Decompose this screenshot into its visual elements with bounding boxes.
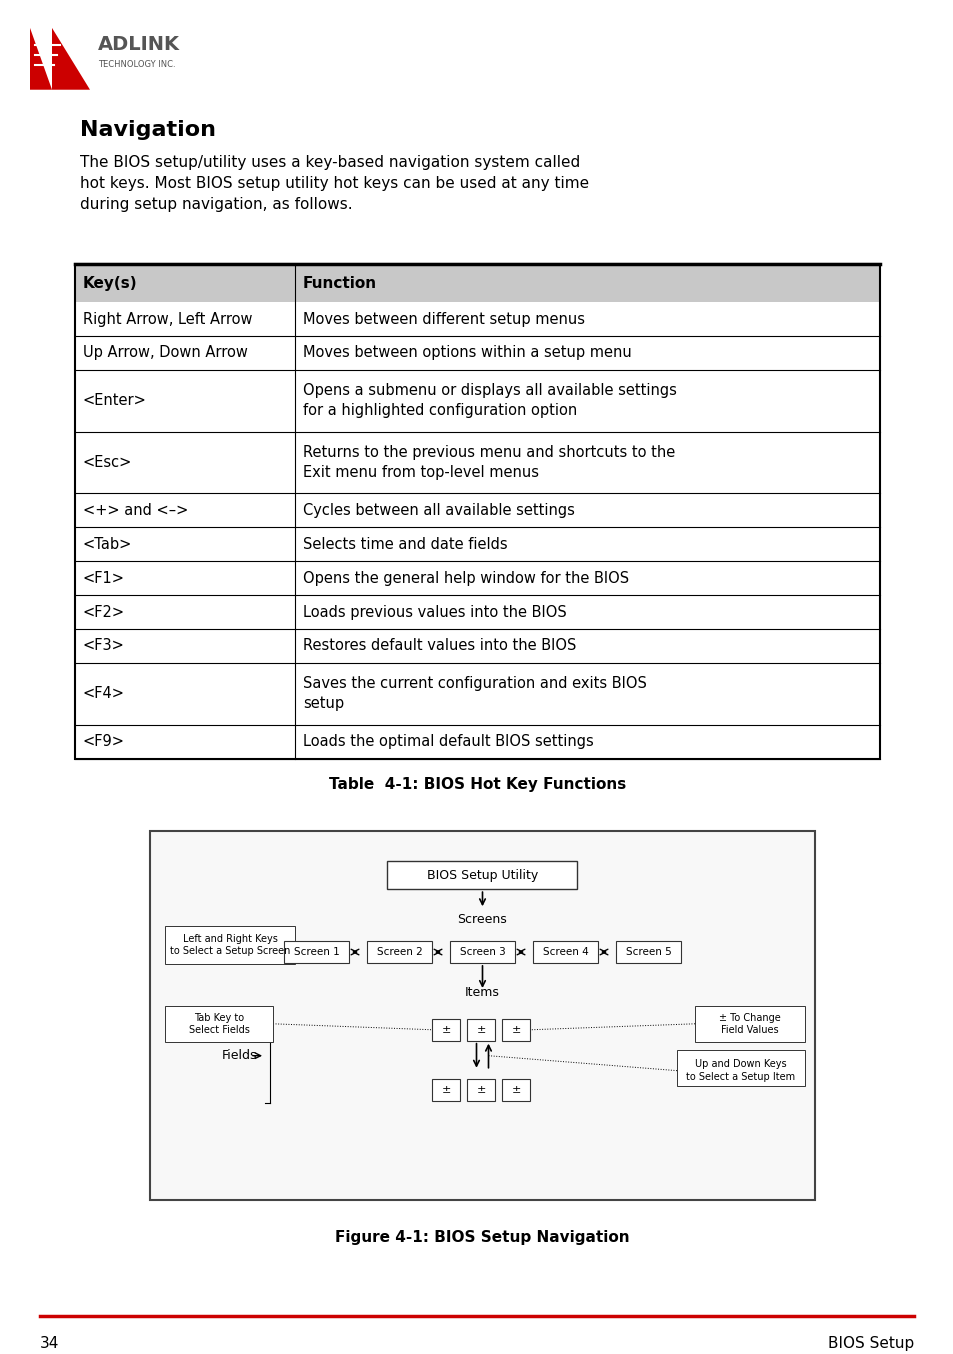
Text: ±: ±	[441, 1085, 451, 1094]
Bar	[677, 1049, 804, 1086]
Bar	[467, 1018, 495, 1041]
Bar	[616, 941, 680, 963]
Text: ±: ±	[441, 1025, 451, 1034]
Text: <F4>: <F4>	[83, 686, 125, 701]
Text: ADLINK: ADLINK	[98, 35, 180, 54]
Bar	[467, 1079, 495, 1101]
Text: Screens: Screens	[457, 913, 507, 926]
Text: Screen 2: Screen 2	[376, 946, 422, 957]
Bar	[533, 941, 598, 963]
Text: Moves between different setup menus: Moves between different setup menus	[303, 311, 584, 326]
Text: Up and Down Keys
to Select a Setup Item: Up and Down Keys to Select a Setup Item	[686, 1059, 795, 1082]
Text: Opens a submenu or displays all available settings
for a highlighted configurati: Opens a submenu or displays all availabl…	[303, 383, 677, 418]
Text: ±: ±	[476, 1085, 486, 1094]
Text: <F1>: <F1>	[83, 570, 125, 586]
Text: Tab Key to
Select Fields: Tab Key to Select Fields	[189, 1013, 249, 1034]
Text: Items: Items	[464, 987, 499, 999]
Polygon shape	[30, 28, 52, 89]
Bar	[75, 264, 879, 758]
Text: ±: ±	[476, 1025, 486, 1034]
Bar	[432, 1079, 460, 1101]
Bar	[450, 941, 515, 963]
Text: Navigation: Navigation	[80, 119, 215, 139]
Bar	[387, 861, 577, 890]
Text: Moves between options within a setup menu: Moves between options within a setup men…	[303, 345, 631, 360]
Text: The BIOS setup/utility uses a key-based navigation system called
hot keys. Most : The BIOS setup/utility uses a key-based …	[80, 154, 589, 211]
Text: Up Arrow, Down Arrow: Up Arrow, Down Arrow	[83, 345, 248, 360]
Text: Opens the general help window for the BIOS: Opens the general help window for the BI…	[303, 570, 628, 586]
Text: Screen 1: Screen 1	[294, 946, 339, 957]
Bar	[502, 1018, 530, 1041]
Text: <F2>: <F2>	[83, 605, 125, 620]
Bar	[75, 264, 879, 302]
Text: Screen 3: Screen 3	[459, 946, 505, 957]
Text: TECHNOLOGY INC.: TECHNOLOGY INC.	[98, 61, 175, 69]
Text: Loads the optimal default BIOS settings: Loads the optimal default BIOS settings	[303, 734, 593, 749]
Text: Restores default values into the BIOS: Restores default values into the BIOS	[303, 639, 576, 654]
Text: <F3>: <F3>	[83, 639, 125, 654]
Bar	[150, 831, 814, 1200]
Text: <F9>: <F9>	[83, 734, 125, 749]
Text: <+> and <–>: <+> and <–>	[83, 502, 188, 517]
Text: Left and Right Keys
to Select a Setup Screen: Left and Right Keys to Select a Setup Sc…	[170, 934, 290, 956]
Text: Loads previous values into the BIOS: Loads previous values into the BIOS	[303, 605, 566, 620]
Text: BIOS Setup Utility: BIOS Setup Utility	[426, 869, 537, 881]
Text: ±: ±	[511, 1025, 520, 1034]
Polygon shape	[52, 28, 90, 89]
Text: Screen 4: Screen 4	[542, 946, 588, 957]
Bar	[695, 1006, 804, 1041]
Bar	[502, 1079, 530, 1101]
Bar	[284, 941, 349, 963]
Text: BIOS Setup: BIOS Setup	[827, 1336, 913, 1351]
Bar	[367, 941, 432, 963]
Text: Fields: Fields	[222, 1049, 257, 1062]
Text: Function: Function	[303, 276, 376, 291]
Text: ±: ±	[511, 1085, 520, 1094]
Text: Saves the current configuration and exits BIOS
setup: Saves the current configuration and exit…	[303, 677, 646, 711]
Text: Screen 5: Screen 5	[625, 946, 671, 957]
Bar	[165, 926, 294, 964]
Text: <Tab>: <Tab>	[83, 536, 132, 552]
Bar	[432, 1018, 460, 1041]
Text: Returns to the previous menu and shortcuts to the
Exit menu from top-level menus: Returns to the previous menu and shortcu…	[303, 445, 675, 479]
Text: Table  4-1: BIOS Hot Key Functions: Table 4-1: BIOS Hot Key Functions	[329, 777, 625, 792]
Text: Key(s): Key(s)	[83, 276, 137, 291]
Text: 34: 34	[40, 1336, 59, 1351]
Text: Cycles between all available settings: Cycles between all available settings	[303, 502, 575, 517]
Text: Figure 4-1: BIOS Setup Navigation: Figure 4-1: BIOS Setup Navigation	[335, 1231, 629, 1246]
Text: Right Arrow, Left Arrow: Right Arrow, Left Arrow	[83, 311, 253, 326]
Text: <Esc>: <Esc>	[83, 455, 132, 470]
Text: Selects time and date fields: Selects time and date fields	[303, 536, 507, 552]
Text: <Enter>: <Enter>	[83, 393, 147, 409]
Text: ± To Change
Field Values: ± To Change Field Values	[719, 1013, 781, 1034]
Bar	[165, 1006, 273, 1041]
